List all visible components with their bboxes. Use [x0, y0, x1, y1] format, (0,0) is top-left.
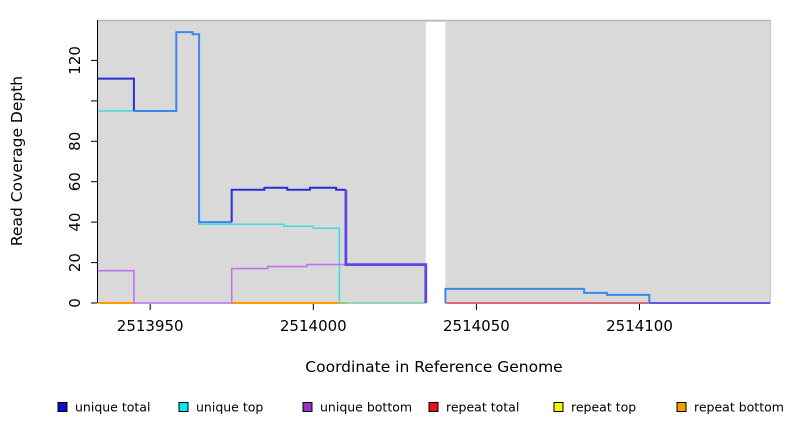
- x-tick: 2514100: [606, 304, 673, 335]
- x-tick-label: 2513950: [117, 317, 184, 335]
- y-tick: 0: [66, 298, 97, 308]
- series-total-bright-peak: [133, 31, 232, 224]
- legend-label-repeat-top: repeat top: [571, 400, 636, 415]
- legend-swatch-repeat-total: [428, 402, 439, 412]
- series-lines: [98, 31, 770, 304]
- y-tick-label: 20: [66, 253, 84, 272]
- legend-swatch-repeat-top: [553, 402, 564, 412]
- y-tick-label: 60: [66, 172, 84, 191]
- x-tick-label: 2514000: [280, 317, 347, 335]
- legend: unique total unique top unique bottom re…: [57, 400, 784, 415]
- legend-label-repeat-bottom: repeat bottom: [694, 400, 784, 415]
- y-tick: 80: [66, 132, 97, 151]
- series-unique-bottom: [98, 263, 346, 304]
- y-tick-label: 40: [66, 213, 84, 232]
- x-axis-title: Coordinate in Reference Genome: [305, 358, 562, 376]
- y-tick: 20: [66, 253, 97, 272]
- y-axis-title: Read Coverage Depth: [8, 76, 26, 246]
- x-axis: 2513950 2514000 2514050 2514100 Coordina…: [117, 304, 673, 376]
- y-tick-label: 0: [66, 298, 84, 308]
- x-tick: 2514000: [280, 304, 347, 335]
- x-tick-label: 2514100: [606, 317, 673, 335]
- y-tick-label: 80: [66, 132, 84, 151]
- no-data-gap-band: [425, 22, 446, 304]
- legend-swatch-unique-top: [178, 402, 189, 412]
- series-total-bright-tail: [444, 287, 651, 303]
- legend-label-unique-total: unique total: [75, 400, 150, 415]
- legend-swatch-unique-total: [57, 402, 68, 412]
- series-total-dark-left: [98, 77, 135, 111]
- y-tick: 60: [66, 172, 97, 191]
- legend-label-unique-bottom: unique bottom: [320, 400, 412, 415]
- legend-swatch-unique-bottom: [302, 402, 313, 412]
- legend-label-unique-top: unique top: [196, 400, 263, 415]
- y-axis: 0 20 40 60 80: [8, 20, 98, 308]
- series-total-dark-mid: [230, 186, 346, 223]
- y-tick: 120: [66, 46, 97, 75]
- legend-swatch-repeat-bottom: [676, 402, 687, 412]
- y-tick: 40: [66, 213, 97, 232]
- y-tick-label: 120: [66, 46, 84, 75]
- legend-label-repeat-total: repeat total: [446, 400, 519, 415]
- x-tick: 2514050: [443, 304, 510, 335]
- x-tick: 2513950: [117, 304, 184, 335]
- x-tick-label: 2514050: [443, 317, 510, 335]
- series-total-violet-19: [344, 189, 428, 303]
